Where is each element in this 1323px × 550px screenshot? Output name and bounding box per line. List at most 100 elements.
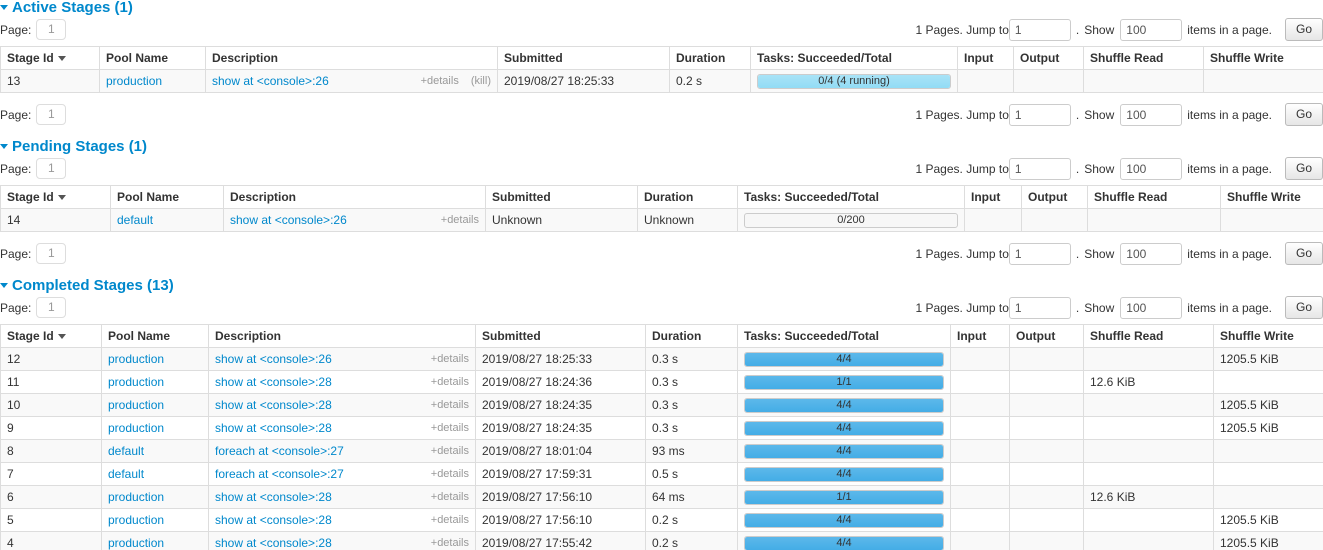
- column-header-tasks-succeeded-total[interactable]: Tasks: Succeeded/Total: [737, 185, 965, 209]
- column-header-tasks-succeeded-total[interactable]: Tasks: Succeeded/Total: [737, 324, 951, 348]
- column-header-shuffle-read[interactable]: Shuffle Read: [1087, 185, 1221, 209]
- details-toggle-link[interactable]: +details: [430, 468, 469, 480]
- column-header-label: Duration: [652, 329, 702, 343]
- current-page-box[interactable]: 1: [36, 19, 67, 40]
- column-header-submitted[interactable]: Submitted: [485, 185, 638, 209]
- items-per-page-input[interactable]: [1120, 157, 1183, 180]
- description-actions: +details: [421, 468, 469, 480]
- pool-name-link[interactable]: production: [108, 490, 165, 504]
- stage-description-link[interactable]: show at <console>:26: [230, 213, 347, 227]
- column-header-output[interactable]: Output: [1013, 46, 1084, 70]
- details-toggle-link[interactable]: +details: [430, 491, 469, 503]
- go-button[interactable]: Go: [1284, 242, 1323, 265]
- stage-description-link[interactable]: show at <console>:26: [215, 352, 332, 366]
- details-toggle-link[interactable]: +details: [430, 445, 469, 457]
- cell-pool-name: default: [101, 462, 209, 486]
- current-page-box[interactable]: 1: [36, 104, 67, 125]
- column-header-input[interactable]: Input: [964, 185, 1022, 209]
- table-row: 6 production show at <console>:28 +details 2…: [0, 485, 1323, 509]
- details-toggle-link[interactable]: +details: [430, 353, 469, 365]
- current-page-box[interactable]: 1: [36, 243, 67, 264]
- items-per-page-input[interactable]: [1120, 296, 1183, 319]
- pool-name-link[interactable]: production: [108, 513, 165, 527]
- go-button[interactable]: Go: [1284, 18, 1323, 41]
- stage-description-link[interactable]: foreach at <console>:27: [215, 444, 344, 458]
- column-header-tasks-succeeded-total[interactable]: Tasks: Succeeded/Total: [750, 46, 958, 70]
- column-header-label: Shuffle Write: [1210, 51, 1284, 65]
- section-header-pending-stages[interactable]: Pending Stages (1): [0, 139, 1323, 155]
- stage-description-link[interactable]: foreach at <console>:27: [215, 467, 344, 481]
- details-toggle-link[interactable]: +details: [420, 75, 459, 87]
- details-toggle-link[interactable]: +details: [430, 514, 469, 526]
- details-toggle-link[interactable]: +details: [430, 376, 469, 388]
- jump-to-page-input[interactable]: [1008, 242, 1071, 265]
- column-header-stage-id[interactable]: Stage Id: [0, 185, 111, 209]
- column-header-duration[interactable]: Duration: [669, 46, 751, 70]
- jump-to-page-input[interactable]: [1008, 157, 1071, 180]
- column-header-pool-name[interactable]: Pool Name: [99, 46, 206, 70]
- pool-name-link[interactable]: production: [108, 375, 165, 389]
- details-toggle-link[interactable]: +details: [430, 422, 469, 434]
- spacer: [0, 232, 1323, 240]
- go-button[interactable]: Go: [1284, 296, 1323, 319]
- column-header-shuffle-write[interactable]: Shuffle Write: [1220, 185, 1323, 209]
- pool-name-link[interactable]: default: [117, 213, 154, 227]
- details-toggle-link[interactable]: +details: [430, 537, 469, 549]
- go-button[interactable]: Go: [1284, 103, 1323, 126]
- stage-description-link[interactable]: show at <console>:28: [215, 375, 332, 389]
- pool-name-link[interactable]: default: [108, 467, 145, 481]
- column-header-pool-name[interactable]: Pool Name: [110, 185, 224, 209]
- column-header-description[interactable]: Description: [208, 324, 476, 348]
- cell-submitted: 2019/08/27 18:25:33: [475, 347, 646, 371]
- column-header-shuffle-read[interactable]: Shuffle Read: [1083, 324, 1214, 348]
- jump-to-page-input[interactable]: [1008, 18, 1071, 41]
- column-header-input[interactable]: Input: [950, 324, 1010, 348]
- column-header-stage-id[interactable]: Stage Id: [0, 46, 100, 70]
- column-header-output[interactable]: Output: [1021, 185, 1088, 209]
- jump-to-page-input[interactable]: [1008, 103, 1071, 126]
- cell-description: show at <console>:28 +details: [208, 393, 476, 417]
- pool-name-link[interactable]: production: [106, 74, 163, 88]
- pool-name-link[interactable]: production: [108, 421, 165, 435]
- column-header-submitted[interactable]: Submitted: [475, 324, 646, 348]
- column-header-stage-id[interactable]: Stage Id: [0, 324, 102, 348]
- stage-description-link[interactable]: show at <console>:28: [215, 490, 332, 504]
- cell-duration: 0.5 s: [645, 462, 738, 486]
- kill-stage-link[interactable]: (kill): [470, 75, 491, 87]
- pool-name-link[interactable]: default: [108, 444, 145, 458]
- column-header-description[interactable]: Description: [205, 46, 498, 70]
- section-header-completed-stages[interactable]: Completed Stages (13): [0, 278, 1323, 294]
- column-header-shuffle-write[interactable]: Shuffle Write: [1203, 46, 1323, 70]
- column-header-shuffle-read[interactable]: Shuffle Read: [1083, 46, 1204, 70]
- dot-separator: .: [1075, 107, 1080, 122]
- stage-description-link[interactable]: show at <console>:28: [215, 398, 332, 412]
- details-toggle-link[interactable]: +details: [430, 399, 469, 411]
- column-header-shuffle-write[interactable]: Shuffle Write: [1213, 324, 1323, 348]
- column-header-duration[interactable]: Duration: [645, 324, 738, 348]
- current-page-box[interactable]: 1: [36, 297, 67, 318]
- items-per-page-input[interactable]: [1120, 242, 1183, 265]
- column-header-output[interactable]: Output: [1009, 324, 1084, 348]
- column-header-pool-name[interactable]: Pool Name: [101, 324, 209, 348]
- column-header-input[interactable]: Input: [957, 46, 1014, 70]
- jump-to-page-input[interactable]: [1008, 296, 1071, 319]
- stage-description-link[interactable]: show at <console>:28: [215, 421, 332, 435]
- completed-stages-table: Stage Id Pool Name Description Submitted Dur…: [0, 324, 1323, 550]
- items-per-page-input[interactable]: [1120, 103, 1183, 126]
- stage-description-link[interactable]: show at <console>:28: [215, 513, 332, 527]
- column-header-description[interactable]: Description: [223, 185, 486, 209]
- go-button[interactable]: Go: [1284, 157, 1323, 180]
- current-page-box[interactable]: 1: [36, 158, 67, 179]
- column-header-submitted[interactable]: Submitted: [497, 46, 670, 70]
- pool-name-link[interactable]: production: [108, 398, 165, 412]
- section-header-active-stages[interactable]: Active Stages (1): [0, 0, 1323, 16]
- cell-pool-name: production: [101, 508, 209, 532]
- stage-description-link[interactable]: show at <console>:26: [212, 74, 329, 88]
- items-per-page-input[interactable]: [1120, 18, 1183, 41]
- pool-name-link[interactable]: production: [108, 352, 165, 366]
- details-toggle-link[interactable]: +details: [440, 214, 479, 226]
- pool-name-link[interactable]: production: [108, 536, 165, 550]
- stage-description-link[interactable]: show at <console>:28: [215, 536, 332, 550]
- task-progress-label: 0/4 (4 running): [818, 74, 890, 87]
- column-header-duration[interactable]: Duration: [637, 185, 738, 209]
